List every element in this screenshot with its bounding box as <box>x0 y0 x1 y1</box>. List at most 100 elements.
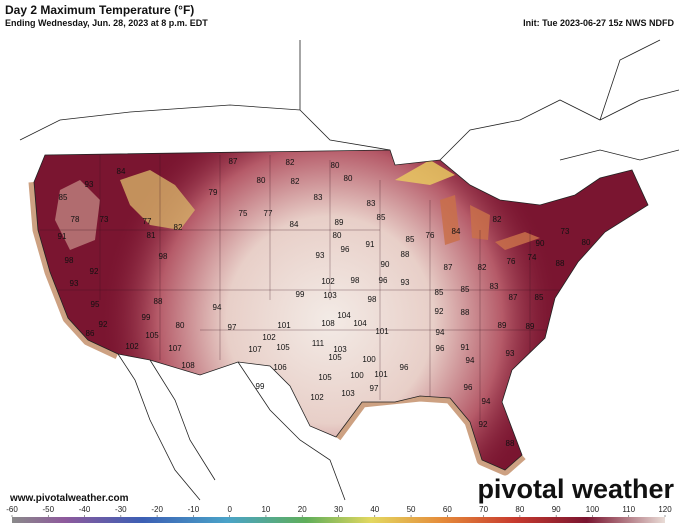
temp-label: 95 <box>91 300 100 309</box>
temp-label: 92 <box>99 320 108 329</box>
temp-label: 106 <box>273 363 287 372</box>
temp-label: 82 <box>478 263 487 272</box>
colorbar-tick-label: 60 <box>443 505 452 514</box>
temp-label: 102 <box>125 342 139 351</box>
temp-label: 77 <box>264 209 273 218</box>
colorbar-tick-label: 30 <box>334 505 343 514</box>
temp-label: 87 <box>229 157 238 166</box>
temp-label: 80 <box>331 161 340 170</box>
temp-label: 86 <box>86 329 95 338</box>
temp-label: 82 <box>286 158 295 167</box>
temp-label: 101 <box>375 327 389 336</box>
colorbar <box>12 517 665 523</box>
temp-label: 84 <box>452 227 461 236</box>
temp-label: 87 <box>509 293 518 302</box>
temp-label: 96 <box>464 383 473 392</box>
temp-label: 96 <box>436 344 445 353</box>
temp-label: 80 <box>257 176 266 185</box>
temp-label: 77 <box>143 217 152 226</box>
temp-label: 98 <box>65 256 74 265</box>
temp-label: 83 <box>490 282 499 291</box>
temp-label: 89 <box>498 321 507 330</box>
temp-label: 102 <box>262 333 276 342</box>
heat-gradient <box>34 150 648 470</box>
temp-label: 74 <box>528 253 537 262</box>
colorbar-tick-label: 70 <box>479 505 488 514</box>
temp-label: 82 <box>291 177 300 186</box>
title: Day 2 Maximum Temperature (°F) <box>5 3 194 17</box>
colorbar-tick-label: 80 <box>515 505 524 514</box>
temp-label: 94 <box>482 397 491 406</box>
temp-label: 88 <box>154 297 163 306</box>
colorbar-tick-label: 0 <box>227 505 232 514</box>
colorbar-tick-label: 40 <box>370 505 379 514</box>
colorbar-tick-label: -30 <box>115 505 127 514</box>
temp-label: 94 <box>213 303 222 312</box>
temp-label: 101 <box>277 321 291 330</box>
temp-label: 99 <box>296 290 305 299</box>
temp-label: 100 <box>362 355 376 364</box>
temp-label: 103 <box>333 345 347 354</box>
temp-label: 101 <box>374 370 388 379</box>
temp-label: 90 <box>381 260 390 269</box>
us-outline <box>33 149 649 471</box>
great-lakes <box>440 195 540 250</box>
init-time: Init: Tue 2023-06-27 15z NWS NDFD <box>523 18 674 28</box>
colorbar-tick-label: 120 <box>658 505 672 514</box>
temperature-field <box>34 150 648 470</box>
temp-label: 97 <box>370 384 379 393</box>
brand-logo: pivotal weather <box>477 474 674 504</box>
temp-label: 88 <box>556 259 565 268</box>
temp-label: 84 <box>290 220 299 229</box>
temp-label: 80 <box>344 174 353 183</box>
temp-label: 73 <box>561 227 570 236</box>
temp-label: 93 <box>85 180 94 189</box>
temp-label: 91 <box>461 343 470 352</box>
temp-label: 92 <box>435 307 444 316</box>
temp-label: 108 <box>181 361 195 370</box>
temp-label: 102 <box>310 393 324 402</box>
temp-label: 96 <box>400 363 409 372</box>
temp-label: 96 <box>341 245 350 254</box>
temp-label: 73 <box>100 215 109 224</box>
colorbar-tick-label: 20 <box>298 505 307 514</box>
temp-label: 75 <box>239 209 248 218</box>
colorbar-tick-label: -60 <box>6 505 18 514</box>
temp-label: 85 <box>461 285 470 294</box>
colorbar-ticks: -60 -50 -40 -30 -20 -10 0 10 20 30 40 50 60 70 80 90 100… <box>6 505 672 517</box>
temp-label: 93 <box>316 251 325 260</box>
temp-label: 85 <box>59 193 68 202</box>
temp-label: 83 <box>367 199 376 208</box>
temp-label: 78 <box>71 215 80 224</box>
colorbar-tick-label: 90 <box>552 505 561 514</box>
temp-label: 82 <box>493 215 502 224</box>
temp-label: 100 <box>350 371 364 380</box>
temp-label: 102 <box>321 277 335 286</box>
temp-label: 89 <box>335 218 344 227</box>
temp-label: 107 <box>168 344 182 353</box>
temp-label: 90 <box>536 239 545 248</box>
temp-label: 80 <box>333 231 342 240</box>
temp-label: 105 <box>318 373 332 382</box>
temp-label: 94 <box>436 328 445 337</box>
basemap <box>19 39 679 501</box>
temp-label: 80 <box>176 321 185 330</box>
colorbar-tick-label: 50 <box>407 505 416 514</box>
state-lines <box>40 155 560 420</box>
temp-label: 93 <box>70 279 79 288</box>
temp-label: 92 <box>90 267 99 276</box>
temp-label: 97 <box>228 323 237 332</box>
temp-label: 82 <box>174 223 183 232</box>
temp-label: 88 <box>461 308 470 317</box>
temp-label: 92 <box>479 420 488 429</box>
colorbar-tick-label: 110 <box>622 505 635 514</box>
temp-label: 85 <box>435 288 444 297</box>
northwest-zone <box>55 180 100 250</box>
subtitle: Ending Wednesday, Jun. 28, 2023 at 8 p.m… <box>5 18 208 28</box>
temp-label: 105 <box>328 353 342 362</box>
canada-outline <box>19 39 679 161</box>
temp-label: 85 <box>535 293 544 302</box>
